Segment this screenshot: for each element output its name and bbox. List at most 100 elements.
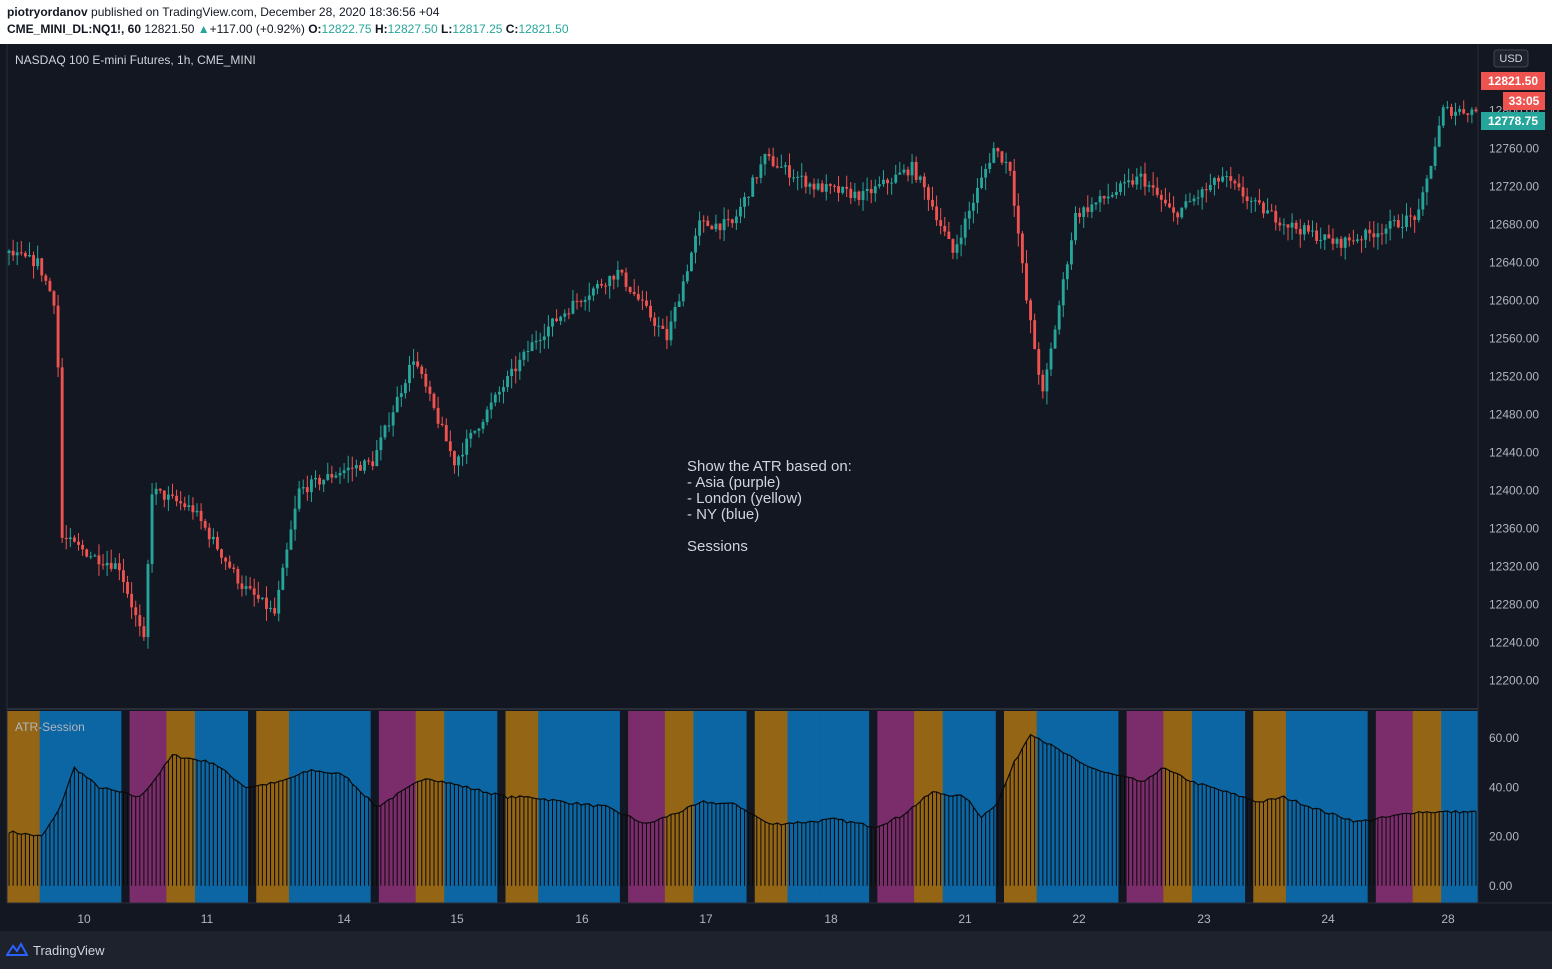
candle-body: [1253, 200, 1257, 202]
candle-body: [1466, 113, 1470, 115]
candle-body: [1274, 210, 1278, 223]
tradingview-logo-icon[interactable]: [6, 941, 28, 957]
candle-body: [1114, 191, 1118, 195]
candle-body: [816, 183, 820, 190]
candle-body: [273, 607, 277, 614]
candle-body: [52, 291, 56, 306]
candle-body: [395, 396, 399, 413]
candle-body: [980, 177, 983, 188]
candle-body: [1000, 151, 1004, 163]
candle-body: [1290, 222, 1294, 228]
candle-body: [1245, 196, 1249, 201]
candle-body: [837, 186, 840, 193]
time-axis[interactable]: 10 11 14 15 16 17 18 21 22 23 24 28: [77, 912, 1455, 926]
symbol[interactable]: CME_MINI_DL:NQ1!, 60: [7, 22, 142, 36]
session-band: [619, 711, 629, 903]
candle-body: [1217, 178, 1220, 182]
candle-body: [158, 488, 162, 491]
candle-body: [1360, 239, 1363, 241]
candle-body: [146, 564, 150, 638]
candle-body: [714, 223, 718, 230]
candle-body: [448, 441, 452, 452]
candle-body: [1082, 207, 1086, 217]
candle-body: [563, 313, 567, 317]
atr-axis[interactable]: 0.00 20.00 40.00 60.00: [1489, 731, 1519, 893]
candle-body: [465, 438, 469, 455]
candle-body: [604, 285, 608, 287]
candle-body: [64, 537, 68, 540]
candle-body: [959, 237, 963, 245]
candle-body: [256, 594, 260, 599]
candle-body: [992, 148, 996, 163]
candle-body: [387, 425, 391, 427]
candle-body: [314, 477, 317, 480]
candle-body: [1188, 201, 1192, 203]
candle-body: [93, 555, 97, 557]
time-tick-label: 15: [450, 912, 464, 926]
candle-body: [665, 328, 669, 341]
candle-body: [101, 564, 105, 566]
price-axis[interactable]: 12200.00 12240.00 12280.00 12320.00 12360.00…: [1489, 104, 1539, 688]
candle-body: [1286, 224, 1290, 228]
candle-body: [1433, 146, 1437, 166]
price-tick-label: 12640.00: [1489, 256, 1539, 270]
candle-body: [77, 541, 80, 545]
candle-body: [326, 473, 330, 480]
candle-body: [224, 557, 228, 562]
session-band: [538, 711, 572, 903]
candle-body: [481, 422, 485, 429]
candle-body: [710, 225, 714, 230]
candle-body: [632, 292, 636, 295]
candle-body: [23, 253, 27, 257]
candle-body: [187, 505, 191, 508]
candle-body: [350, 467, 354, 469]
candle-body: [260, 597, 264, 599]
candle-body: [763, 154, 767, 165]
candle-body: [583, 299, 587, 302]
candle-body: [1221, 176, 1225, 182]
session-band: [497, 711, 506, 903]
candle-body: [894, 174, 898, 183]
other-price-badge: [1481, 112, 1545, 130]
candle-body: [698, 220, 702, 236]
candle-body: [906, 169, 910, 176]
candle-body: [963, 218, 967, 238]
session-band: [746, 711, 756, 903]
candle-body: [354, 465, 358, 469]
candle-body: [1470, 109, 1474, 115]
candle-body: [902, 169, 906, 173]
currency-box[interactable]: [1493, 49, 1529, 68]
candle-body: [444, 424, 448, 442]
candle-body: [931, 199, 934, 207]
candle-body: [97, 555, 101, 565]
time-tick-label: 16: [575, 912, 589, 926]
session-band: [820, 711, 870, 903]
atr-histogram: [8, 734, 1477, 886]
footer-brand[interactable]: TradingView: [33, 943, 105, 958]
candle-body: [391, 412, 395, 426]
candle-body: [211, 536, 215, 540]
candle-body: [1474, 109, 1478, 112]
candle-body: [44, 275, 48, 281]
chart-canvas[interactable]: 12200.00 12240.00 12280.00 12320.00 12360.00…: [0, 0, 1552, 931]
candle-body: [1425, 178, 1429, 193]
candle-body: [767, 154, 771, 157]
candle-body: [1458, 109, 1462, 112]
last-price-text: 12821.50: [1488, 74, 1538, 88]
atr-tick-label: 60.00: [1489, 731, 1519, 745]
candle-body: [1016, 205, 1020, 234]
time-tick-label: 24: [1321, 912, 1335, 926]
candle-body: [1119, 183, 1122, 192]
candle-body: [1437, 125, 1441, 147]
candle-body: [105, 562, 109, 566]
candle-body: [914, 161, 918, 180]
candle-body: [579, 301, 583, 303]
candle-body: [424, 373, 428, 387]
candle-body: [1184, 201, 1188, 208]
publisher[interactable]: piotryordanov: [7, 5, 88, 19]
candle-body: [853, 191, 857, 199]
price-tick-label: 12280.00: [1489, 598, 1539, 612]
candle-body: [301, 487, 305, 489]
candle-body: [1155, 187, 1159, 195]
candle-body: [538, 340, 542, 342]
